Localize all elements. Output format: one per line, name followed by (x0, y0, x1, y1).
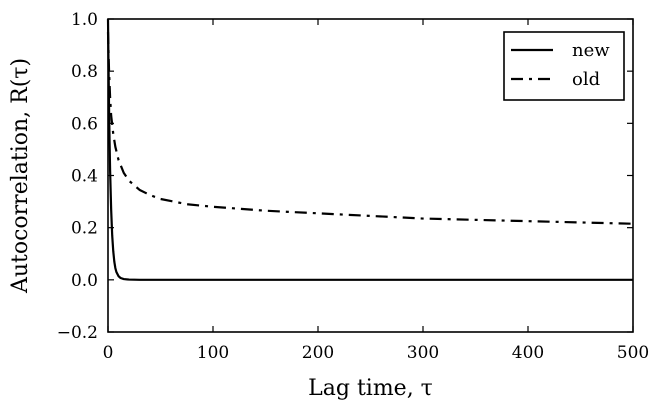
legend: new old (503, 31, 625, 101)
plot-frame (107, 18, 634, 333)
series-line-old (106, 32, 634, 225)
y-tick-label: 0.6 (71, 114, 98, 134)
y-tick-label: 1.0 (71, 10, 98, 30)
y-tick-label: 0.0 (71, 271, 98, 291)
x-tick-label: 500 (617, 343, 649, 363)
x-tick-label: 400 (512, 343, 544, 363)
legend-label-old: old (572, 69, 600, 90)
x-tick-label: 300 (407, 343, 439, 363)
series-lines (106, 18, 634, 281)
x-axis-title: Lag time, τ (308, 376, 433, 401)
legend-label-new: new (572, 40, 610, 61)
y-tick-label: 0.8 (71, 62, 98, 82)
x-tick-label: 100 (197, 343, 229, 363)
y-tick-label: −0.2 (57, 323, 98, 343)
y-axis-title: Autocorrelation, R(τ) (8, 58, 33, 294)
x-tick-label: 200 (302, 343, 334, 363)
x-tick-label: 0 (103, 343, 114, 363)
x-axis-ticks: 0 100 200 300 400 500 (103, 19, 649, 363)
legend-box (503, 31, 625, 101)
series-line-new (106, 18, 633, 281)
y-tick-label: 0.4 (71, 167, 98, 187)
y-tick-label: 0.2 (71, 219, 98, 239)
